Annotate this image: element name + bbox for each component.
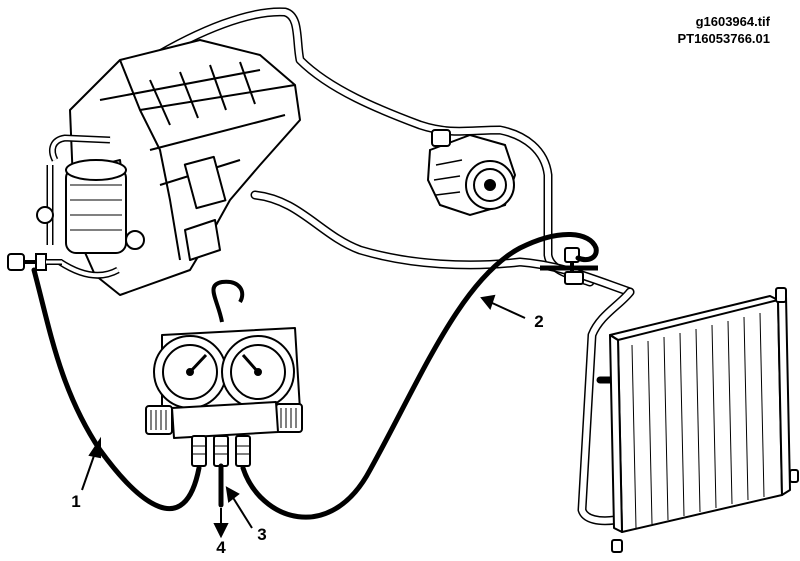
callout-3: 3	[257, 525, 266, 544]
callout-4: 4	[216, 538, 226, 557]
diagram-filename: g1603964.tif	[696, 14, 771, 29]
low-side-service-port	[7, 253, 62, 271]
callout-2: 2	[534, 312, 543, 331]
condenser	[609, 287, 799, 553]
compressor	[426, 129, 517, 217]
callout-1: 1	[71, 492, 80, 511]
diagram-part-id: PT16053766.01	[677, 31, 770, 46]
high-side-service-port	[540, 247, 598, 285]
manifold-gauge-set	[145, 279, 303, 467]
hvac-module	[69, 39, 301, 296]
refrigerant-lines	[145, 7, 635, 526]
callout-arrows	[81, 294, 526, 539]
accumulator	[36, 134, 145, 279]
